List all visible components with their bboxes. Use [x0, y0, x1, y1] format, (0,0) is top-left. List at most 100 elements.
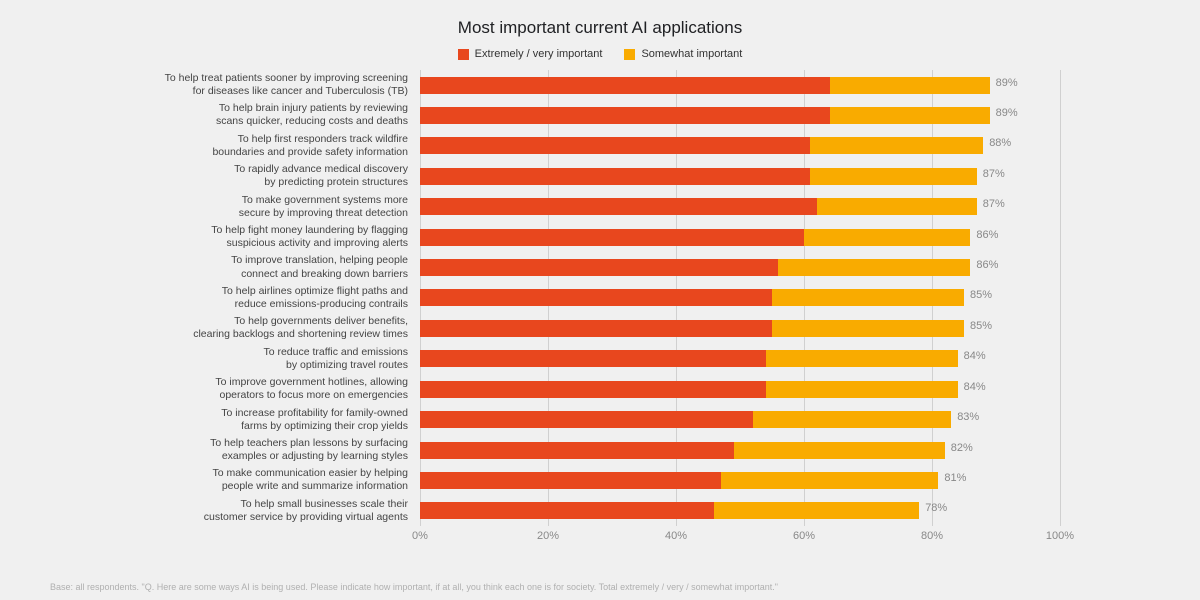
table-row: To reduce traffic and emissions by optim… — [420, 349, 1060, 369]
bar-track: 83% — [420, 411, 1060, 428]
row-total-label: 89% — [996, 77, 1018, 89]
x-tick-label: 80% — [921, 530, 943, 542]
bar-rows: To help treat patients sooner by improvi… — [420, 70, 1060, 526]
table-row: To help brain injury patients by reviewi… — [420, 105, 1060, 125]
row-total-label: 87% — [983, 198, 1005, 210]
bar-segment-somewhat — [766, 381, 958, 398]
x-tick-label: 100% — [1046, 530, 1074, 542]
row-total-label: 89% — [996, 107, 1018, 119]
bar-track: 89% — [420, 77, 1060, 94]
bar-segment-extremely — [420, 259, 778, 276]
bar-segment-somewhat — [810, 137, 983, 154]
bar-segment-somewhat — [734, 442, 945, 459]
footnote: Base: all respondents. "Q. Here are some… — [50, 582, 1150, 592]
row-label: To help brain injury patients by reviewi… — [48, 102, 408, 128]
row-total-label: 87% — [983, 168, 1005, 180]
bar-segment-extremely — [420, 289, 772, 306]
bar-segment-somewhat — [804, 229, 970, 246]
bar-track: 78% — [420, 502, 1060, 519]
row-total-label: 84% — [964, 381, 986, 393]
table-row: To increase profitability for family-own… — [420, 410, 1060, 430]
row-label: To help governments deliver benefits, cl… — [48, 315, 408, 341]
bar-track: 81% — [420, 472, 1060, 489]
bar-segment-extremely — [420, 137, 810, 154]
row-label: To help teachers plan lessons by surfaci… — [48, 437, 408, 463]
bar-segment-extremely — [420, 198, 817, 215]
row-label: To improve translation, helping people c… — [48, 254, 408, 280]
x-tick-label: 40% — [665, 530, 687, 542]
bar-track: 85% — [420, 320, 1060, 337]
bar-segment-somewhat — [714, 502, 919, 519]
bar-segment-extremely — [420, 168, 810, 185]
table-row: To help small businesses scale their cus… — [420, 501, 1060, 521]
bar-segment-somewhat — [817, 198, 977, 215]
legend-item-extremely: Extremely / very important — [458, 48, 603, 60]
legend: Extremely / very important Somewhat impo… — [50, 48, 1150, 60]
bar-segment-somewhat — [830, 107, 990, 124]
table-row: To help treat patients sooner by improvi… — [420, 75, 1060, 95]
legend-swatch-somewhat — [624, 49, 635, 60]
row-total-label: 88% — [989, 137, 1011, 149]
legend-label-somewhat: Somewhat important — [641, 48, 742, 60]
row-total-label: 78% — [925, 502, 947, 514]
bar-segment-extremely — [420, 381, 766, 398]
row-total-label: 83% — [957, 411, 979, 423]
bar-segment-extremely — [420, 320, 772, 337]
table-row: To make communication easier by helping … — [420, 470, 1060, 490]
bar-segment-extremely — [420, 107, 830, 124]
row-total-label: 85% — [970, 320, 992, 332]
table-row: To improve translation, helping people c… — [420, 258, 1060, 278]
bar-segment-extremely — [420, 411, 753, 428]
bar-segment-somewhat — [766, 350, 958, 367]
bar-segment-extremely — [420, 350, 766, 367]
x-tick-label: 20% — [537, 530, 559, 542]
chart-title: Most important current AI applications — [50, 18, 1150, 38]
bar-segment-somewhat — [772, 320, 964, 337]
row-total-label: 82% — [951, 442, 973, 454]
table-row: To help airlines optimize flight paths a… — [420, 288, 1060, 308]
legend-swatch-extremely — [458, 49, 469, 60]
row-label: To increase profitability for family-own… — [48, 407, 408, 433]
row-total-label: 84% — [964, 350, 986, 362]
bar-track: 86% — [420, 229, 1060, 246]
bar-segment-extremely — [420, 442, 734, 459]
row-label: To make government systems more secure b… — [48, 194, 408, 220]
legend-label-extremely: Extremely / very important — [475, 48, 603, 60]
bar-segment-extremely — [420, 502, 714, 519]
row-label: To reduce traffic and emissions by optim… — [48, 346, 408, 372]
x-tick-label: 60% — [793, 530, 815, 542]
row-total-label: 86% — [976, 259, 998, 271]
bar-track: 87% — [420, 168, 1060, 185]
row-label: To help small businesses scale their cus… — [48, 498, 408, 524]
row-label: To improve government hotlines, allowing… — [48, 376, 408, 402]
row-label: To help first responders track wildfire … — [48, 133, 408, 159]
table-row: To make government systems more secure b… — [420, 197, 1060, 217]
bar-track: 86% — [420, 259, 1060, 276]
bar-segment-somewhat — [810, 168, 976, 185]
bar-segment-somewhat — [772, 289, 964, 306]
bar-track: 89% — [420, 107, 1060, 124]
bar-track: 82% — [420, 442, 1060, 459]
table-row: To help teachers plan lessons by surfaci… — [420, 440, 1060, 460]
row-label: To help airlines optimize flight paths a… — [48, 285, 408, 311]
bar-segment-somewhat — [830, 77, 990, 94]
row-label: To help fight money laundering by flaggi… — [48, 224, 408, 250]
bar-segment-extremely — [420, 77, 830, 94]
bar-track: 84% — [420, 381, 1060, 398]
bar-track: 88% — [420, 137, 1060, 154]
row-total-label: 81% — [944, 472, 966, 484]
row-label: To make communication easier by helping … — [48, 467, 408, 493]
table-row: To help fight money laundering by flaggi… — [420, 227, 1060, 247]
table-row: To help first responders track wildfire … — [420, 136, 1060, 156]
gridline — [1060, 70, 1061, 526]
bar-track: 84% — [420, 350, 1060, 367]
chart-container: Most important current AI applications E… — [0, 0, 1200, 600]
bar-segment-somewhat — [753, 411, 951, 428]
table-row: To help governments deliver benefits, cl… — [420, 318, 1060, 338]
row-label: To rapidly advance medical discovery by … — [48, 163, 408, 189]
bar-track: 87% — [420, 198, 1060, 215]
bar-segment-somewhat — [778, 259, 970, 276]
plot-area: To help treat patients sooner by improvi… — [420, 70, 1060, 550]
bar-segment-extremely — [420, 472, 721, 489]
table-row: To improve government hotlines, allowing… — [420, 379, 1060, 399]
